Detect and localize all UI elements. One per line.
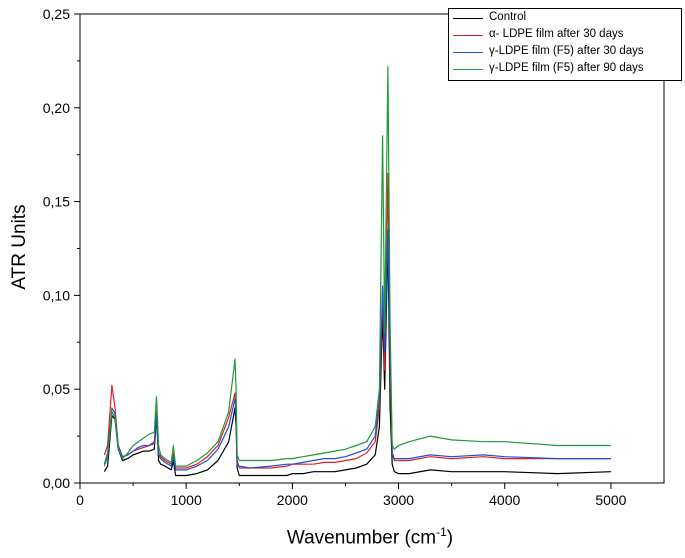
series-lines (103, 65, 611, 477)
x-axis-label-text: Wavenumber (cm (286, 527, 437, 549)
legend-item-control: Control (449, 10, 681, 26)
legend-item-gamma-30: γ-LDPE film (F5) after 30 days (449, 44, 681, 60)
y-tick-label: 0,00 (43, 475, 70, 491)
x-axis-ticks: 0 1000 2000 3000 4000 5000 (76, 483, 627, 508)
series-line-3 (103, 65, 611, 467)
legend-label-gamma-30: γ-LDPE film (F5) after 30 days (489, 45, 644, 57)
x-axis-label-superscript: -1 (436, 525, 447, 539)
legend-label-control: Control (489, 11, 527, 23)
legend-label-gamma-90: γ-LDPE film (F5) after 90 days (489, 62, 644, 74)
x-tick-label: 4000 (489, 492, 520, 508)
legend-swatch-alpha-30 (453, 35, 483, 36)
legend-item-gamma-90: γ-LDPE film (F5) after 90 days (449, 61, 681, 77)
legend-swatch-gamma-90 (453, 69, 483, 70)
legend-item-alpha-30: α- LDPE film after 30 days (449, 27, 681, 43)
x-axis-label-suffix: ) (446, 527, 454, 549)
series-line-2 (103, 229, 611, 471)
x-tick-label: 1000 (171, 492, 202, 508)
legend-swatch-gamma-30 (453, 52, 483, 53)
x-axis-label: Wavenumber (cm-1) (220, 525, 520, 549)
legend-swatch-control (453, 18, 483, 19)
x-tick-label: 5000 (595, 492, 626, 508)
legend-label-alpha-30: α- LDPE film after 30 days (489, 28, 624, 40)
series-line-1 (103, 172, 611, 469)
legend: Control α- LDPE film after 30 days γ-LDP… (448, 8, 682, 81)
y-tick-label: 0,25 (43, 6, 70, 22)
y-axis-ticks: 0,00 0,05 0,10 0,15 0,20 0,25 (43, 6, 80, 491)
y-tick-label: 0,15 (43, 194, 70, 210)
x-tick-label: 3000 (383, 492, 414, 508)
x-tick-label: 0 (76, 492, 84, 508)
y-tick-label: 0,05 (43, 381, 70, 397)
series-line-0 (103, 238, 611, 477)
y-axis-label: ATR Units (9, 204, 30, 290)
x-tick-label: 2000 (277, 492, 308, 508)
plot-frame (79, 13, 665, 484)
y-tick-label: 0,10 (43, 287, 70, 303)
y-tick-label: 0,20 (43, 100, 70, 116)
